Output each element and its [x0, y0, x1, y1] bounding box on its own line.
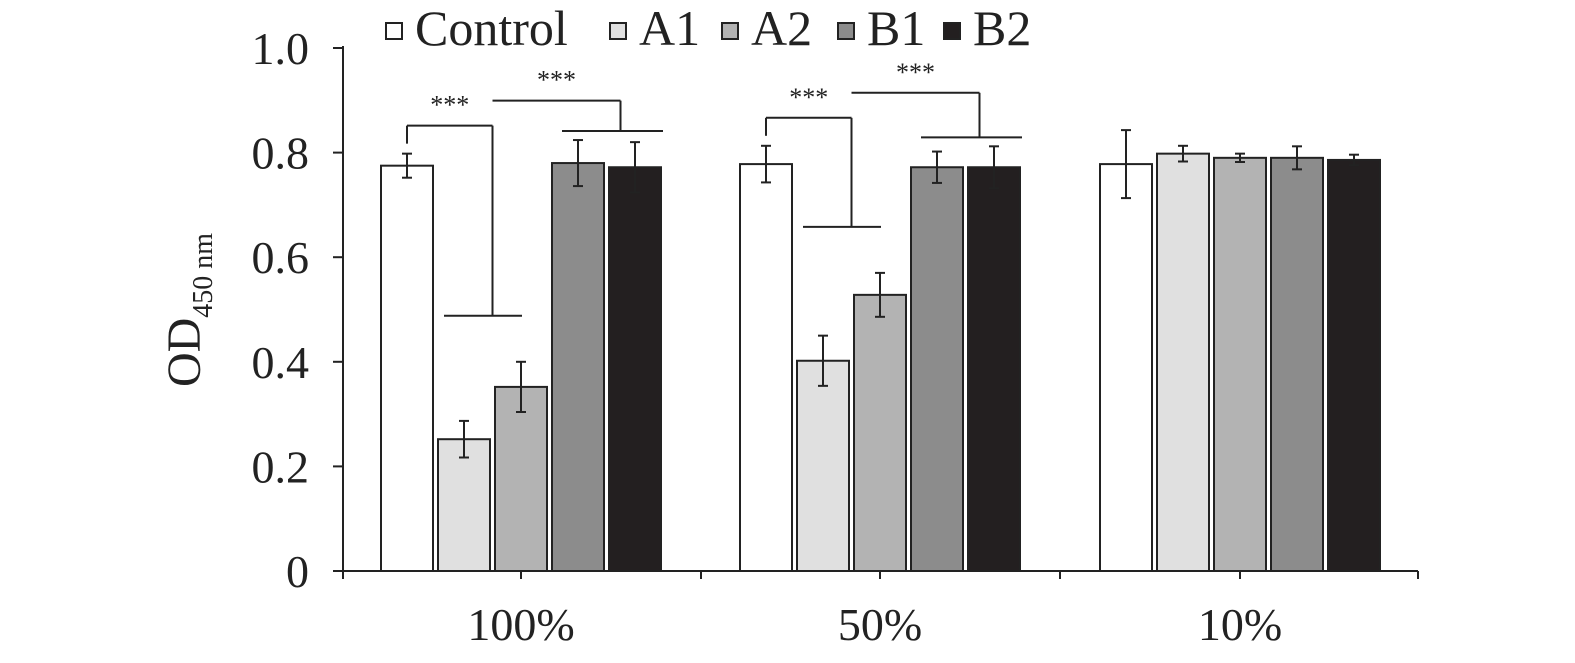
- error-bar: [516, 360, 526, 414]
- error-bar: [1121, 129, 1131, 200]
- error-bar: [1349, 153, 1359, 167]
- error-bar: [630, 141, 640, 194]
- legend-item: A2: [721, 0, 812, 56]
- bar: [608, 166, 662, 573]
- legend-item: Control: [385, 0, 568, 56]
- error-bar: [818, 334, 828, 387]
- bar: [1270, 156, 1324, 573]
- error-bar: [402, 152, 412, 179]
- bar: [551, 162, 605, 572]
- legend-swatch: [609, 22, 627, 40]
- bar: [1099, 163, 1153, 573]
- bar: [796, 359, 850, 572]
- bar: [1156, 152, 1210, 572]
- error-bar: [989, 145, 999, 190]
- bars: [380, 152, 1381, 573]
- significance-brackets: *** *** *** ***: [406, 58, 1022, 317]
- bar: [853, 293, 907, 572]
- y-axis-subscript: 450 nm: [188, 233, 219, 318]
- bar: [437, 438, 491, 573]
- significance-bracket: *** ***: [406, 66, 663, 317]
- x-axis: 100% 50% 10%: [342, 570, 1419, 650]
- legend-item: B1: [837, 0, 925, 56]
- y-axis: 0 0.2 0.4 0.6 0.8 1.0: [252, 23, 344, 597]
- error-bar: [573, 139, 583, 188]
- error-bar: [761, 144, 771, 184]
- error-bar: [932, 150, 942, 184]
- error-bar: [459, 419, 469, 459]
- bar: [494, 385, 548, 572]
- x-category-label: 100%: [467, 599, 574, 650]
- y-tick-label: 0: [286, 546, 309, 597]
- legend: Control A1 A2 B1 B2: [385, 0, 1031, 56]
- x-category-label: 10%: [1198, 599, 1282, 650]
- y-tick-label: 1.0: [252, 23, 310, 74]
- x-category-label: 50%: [838, 599, 922, 650]
- legend-label: A2: [751, 0, 812, 56]
- bar: [1213, 156, 1267, 573]
- y-tick-label: 0.4: [252, 337, 310, 388]
- legend-label: B1: [867, 0, 925, 56]
- legend-label: B2: [973, 0, 1031, 56]
- significance-label: ***: [896, 58, 935, 87]
- legend-swatch: [385, 22, 403, 40]
- error-bars: [402, 129, 1359, 459]
- significance-label: ***: [430, 91, 469, 120]
- y-axis-label: OD450 nm: [158, 233, 219, 387]
- y-axis-title: OD: [158, 318, 211, 387]
- error-bar: [1235, 152, 1245, 164]
- legend-swatch: [943, 22, 961, 40]
- y-tick-label: 0.6: [252, 232, 310, 283]
- legend-item: B2: [943, 0, 1031, 56]
- bar: [910, 166, 964, 573]
- bar: [380, 164, 434, 573]
- legend-swatch: [837, 22, 855, 40]
- legend-swatch: [721, 22, 739, 40]
- bar: [1327, 158, 1381, 572]
- significance-bracket: *** ***: [765, 58, 1022, 228]
- significance-label: ***: [537, 66, 576, 95]
- bar: [967, 166, 1021, 573]
- error-bar: [875, 271, 885, 318]
- significance-label: ***: [789, 83, 828, 112]
- error-bar: [1292, 145, 1302, 171]
- y-tick-label: 0.2: [252, 441, 310, 492]
- error-bar: [1178, 144, 1188, 163]
- legend-label: Control: [415, 0, 568, 56]
- bar: [739, 163, 793, 573]
- legend-label: A1: [639, 0, 700, 56]
- svg-text:OD450 nm: OD450 nm: [158, 233, 219, 387]
- y-tick-label: 0.8: [252, 128, 310, 179]
- legend-item: A1: [609, 0, 700, 56]
